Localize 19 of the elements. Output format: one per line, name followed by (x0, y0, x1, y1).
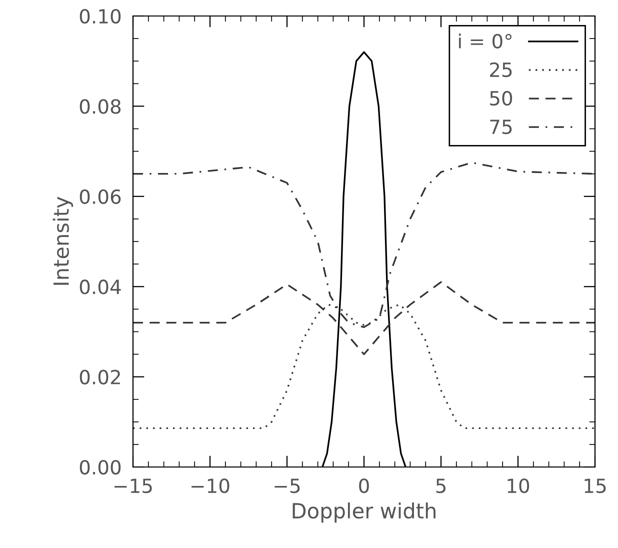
x-tick-label: 10 (508, 478, 530, 494)
y-tick-label: 0.06 (80, 189, 121, 204)
x-axis-title: Doppler width (292, 502, 436, 523)
y-tick-label: 0.04 (80, 280, 121, 294)
y-tick-label: 0.08 (80, 99, 121, 114)
legend-label: 25 (490, 62, 512, 78)
legend-label: 50 (490, 90, 512, 106)
y-tick-label: 0.10 (80, 8, 121, 24)
x-tick-label: 5 (436, 478, 446, 494)
x-tick-label: 0 (359, 478, 369, 494)
legend-label: i = 0° (459, 34, 512, 49)
y-axis-title: Intensity (52, 196, 74, 285)
y-tick-label: 0.02 (80, 370, 120, 384)
x-tick-label: −15 (114, 478, 152, 494)
x-tick-label: 15 (584, 478, 606, 494)
x-tick-label: −5 (274, 478, 300, 494)
x-tick-label: −10 (192, 478, 230, 494)
legend-label: 75 (490, 120, 512, 134)
y-tick-label: 0.00 (80, 460, 121, 475)
